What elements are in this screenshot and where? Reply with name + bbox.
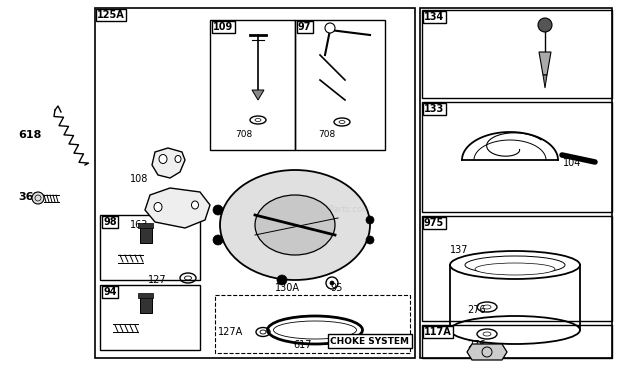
Text: 708: 708 (318, 130, 335, 139)
Polygon shape (467, 344, 507, 360)
Circle shape (213, 205, 223, 215)
Text: 94: 94 (103, 287, 117, 297)
Ellipse shape (220, 170, 370, 280)
Text: 130A: 130A (275, 283, 300, 293)
Text: 618: 618 (18, 130, 42, 140)
Bar (100, 215, 200, 280)
Bar (422, 325, 612, 358)
Text: 109: 109 (213, 22, 233, 32)
Text: 98: 98 (103, 217, 117, 227)
Polygon shape (252, 90, 264, 100)
Bar (295, 20, 385, 150)
Circle shape (213, 235, 223, 245)
Ellipse shape (465, 256, 565, 274)
Text: 134: 134 (424, 12, 445, 22)
Bar (422, 102, 612, 212)
Text: 95: 95 (330, 283, 342, 293)
Bar (140, 295, 152, 313)
Bar (138, 223, 153, 228)
Polygon shape (145, 188, 210, 228)
Bar (100, 285, 200, 350)
Ellipse shape (175, 156, 181, 163)
Circle shape (325, 23, 335, 33)
Circle shape (366, 216, 374, 224)
Text: CHOKE SYSTEM: CHOKE SYSTEM (330, 336, 409, 346)
Bar (210, 20, 295, 150)
Text: 108: 108 (130, 174, 148, 184)
Text: 125A: 125A (97, 10, 125, 20)
Text: 276: 276 (467, 340, 485, 350)
Circle shape (32, 192, 44, 204)
Bar (420, 8, 612, 358)
Circle shape (366, 236, 374, 244)
Ellipse shape (475, 263, 555, 275)
Text: 127: 127 (148, 275, 167, 285)
Polygon shape (152, 148, 185, 178)
Circle shape (538, 18, 552, 32)
Text: 975: 975 (424, 218, 445, 228)
Ellipse shape (255, 195, 335, 255)
Polygon shape (539, 52, 551, 75)
Polygon shape (543, 75, 547, 88)
Ellipse shape (154, 202, 162, 212)
Circle shape (277, 275, 287, 285)
Text: 117A: 117A (424, 327, 452, 337)
Text: 97: 97 (298, 22, 311, 32)
Circle shape (330, 281, 334, 285)
Text: 104: 104 (563, 158, 582, 168)
Text: 163: 163 (130, 220, 148, 230)
Text: 617: 617 (293, 340, 311, 350)
Text: 708: 708 (235, 130, 252, 139)
Bar (95, 8, 415, 358)
Bar (140, 225, 152, 243)
Text: eReplacementParts.com: eReplacementParts.com (269, 205, 371, 214)
Text: 276: 276 (467, 305, 485, 315)
Ellipse shape (159, 154, 167, 164)
Text: 133: 133 (424, 104, 445, 114)
Text: 137: 137 (450, 245, 469, 255)
Bar (422, 10, 612, 98)
Bar (215, 295, 410, 353)
Bar (422, 216, 612, 321)
Text: 365: 365 (18, 192, 41, 202)
Text: 127A: 127A (218, 327, 243, 337)
Bar (138, 293, 153, 298)
Ellipse shape (192, 201, 198, 209)
